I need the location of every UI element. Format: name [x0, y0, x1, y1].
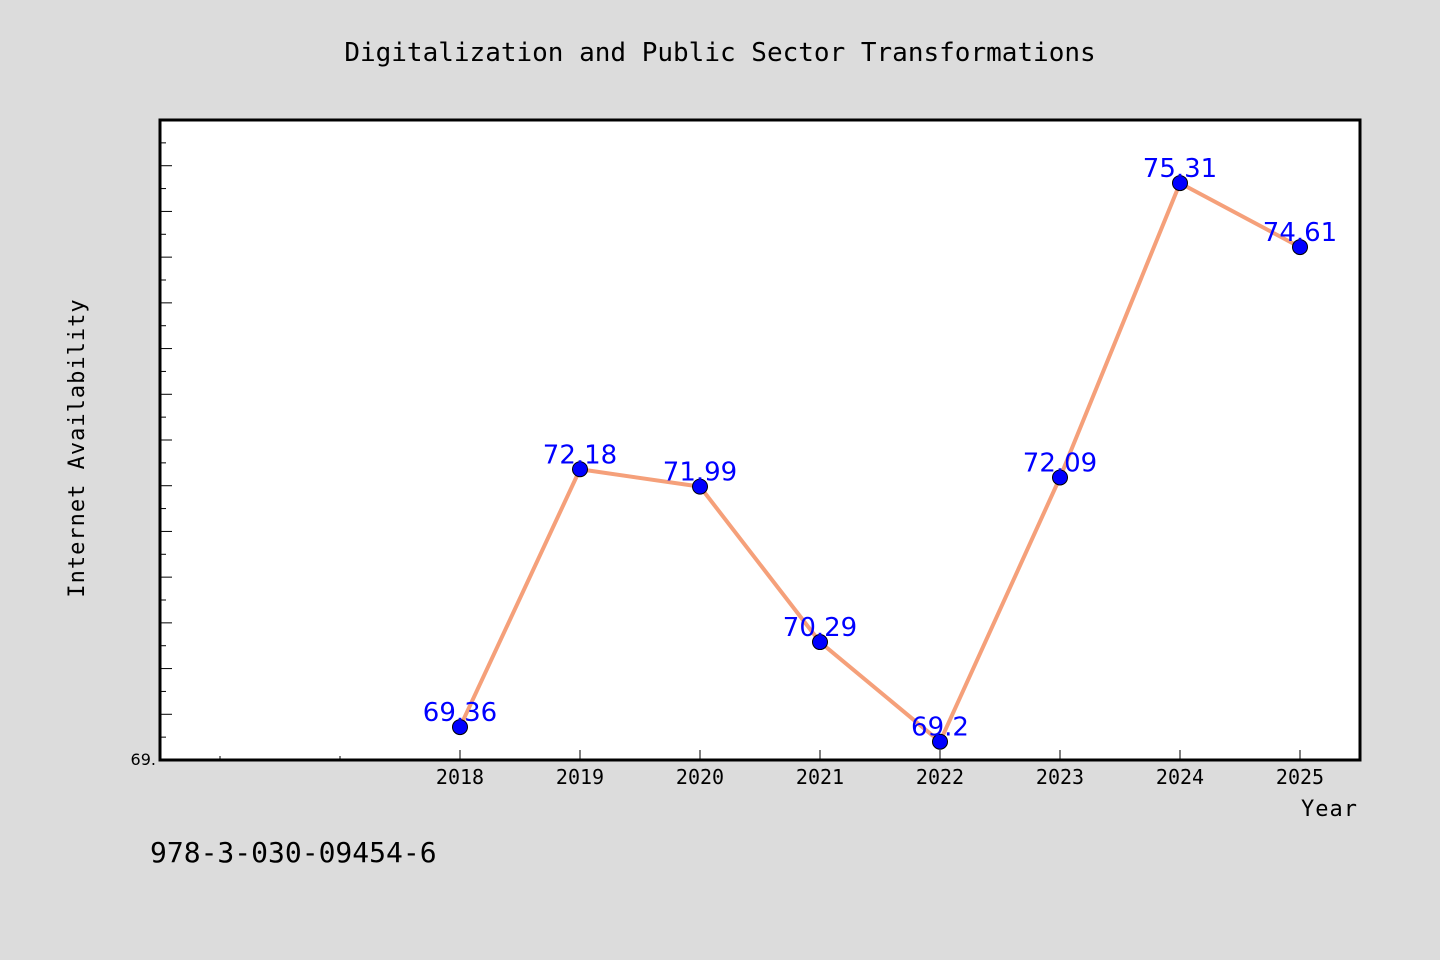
data-point: [932, 733, 948, 750]
series-line: [458, 181, 1301, 744]
isbn-footer: 978-3-030-09454-6: [150, 836, 437, 869]
data-point: [1172, 175, 1188, 192]
x-axis-label: Year: [1301, 797, 1358, 822]
data-label: 72.09: [1023, 448, 1097, 478]
data-point: [1052, 469, 1068, 486]
data-point: [452, 719, 468, 736]
x-tick-label: 2022: [916, 765, 964, 789]
x-tick-label: 2019: [556, 765, 604, 789]
x-axis-ticks: 2018 2019 2020 2021 2022 2023 2024 2025: [219, 750, 1324, 789]
x-tick-label: 2023: [1036, 765, 1084, 789]
data-label: 69.36: [423, 698, 497, 728]
data-label: 72.18: [543, 440, 617, 470]
data-label: 69.2: [911, 713, 969, 743]
data-label: 74.61: [1263, 218, 1337, 248]
plot-area: [158, 118, 1362, 762]
data-label: 70.29: [783, 613, 857, 643]
x-tick-label: 2018: [436, 765, 484, 789]
data-labels-group: 69.36 72.18 71.99 70.29 69.2 72.09 75.31 74.61: [423, 154, 1337, 743]
data-point: [572, 461, 588, 478]
series-line-group: [452, 175, 1308, 750]
y-axis-ticks: 69.: [131, 119, 172, 769]
chart-title: Digitalization and Public Sector Transfo…: [344, 38, 1095, 68]
y-axis-label: Internet Availability: [65, 298, 90, 597]
data-point: [692, 478, 708, 495]
data-point: [1292, 239, 1308, 256]
data-label: 75.31: [1143, 154, 1217, 184]
x-tick-label: 2021: [796, 765, 844, 789]
y-tick-label: 69.: [131, 750, 156, 769]
data-point: [812, 634, 828, 651]
x-tick-label: 2020: [676, 765, 724, 789]
x-tick-label: 2024: [1156, 765, 1204, 789]
x-tick-label: 2025: [1276, 765, 1324, 789]
data-label: 71.99: [663, 458, 737, 488]
